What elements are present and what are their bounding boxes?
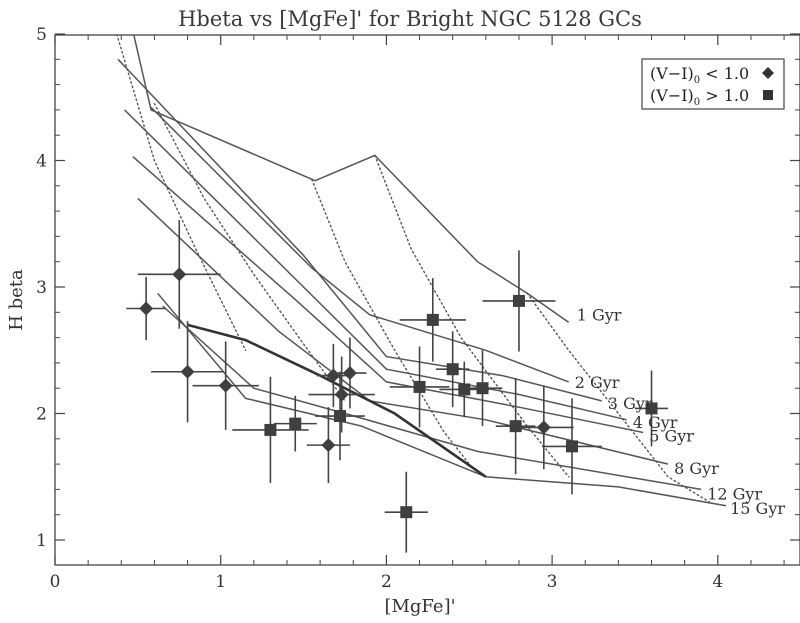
legend-entry-2: (V−I)0 > 1.0 <box>650 86 749 108</box>
diamond-marker <box>536 420 551 435</box>
isochrone-label-2: 2 Gyr <box>575 373 620 392</box>
isochrone-line-5 <box>132 156 644 434</box>
legend: (V−I)0 < 1.0(V−I)0 > 1.0 <box>641 58 785 110</box>
square-marker <box>334 410 347 423</box>
diamond-point-4 <box>192 341 259 430</box>
diamond-point-5 <box>306 407 350 484</box>
square-marker <box>565 440 578 453</box>
square-point-3 <box>315 371 365 461</box>
metallicity-line-5 <box>526 292 711 503</box>
square-point-12 <box>542 398 602 495</box>
diamond-point-9 <box>513 385 574 470</box>
isochrone-line-1 <box>133 35 570 324</box>
diamond-marker <box>326 368 341 383</box>
square-marker <box>645 402 658 415</box>
diamond-marker <box>172 267 187 282</box>
diamond-marker <box>334 387 349 402</box>
diamond-point-2 <box>137 219 221 329</box>
diamond-point-3 <box>151 321 225 423</box>
plot-area <box>116 35 727 553</box>
diamond-marker <box>218 378 233 393</box>
isochrone-label-7: 12 Gyr <box>707 484 762 503</box>
diamond-point-1 <box>126 276 167 341</box>
square-marker <box>476 382 489 395</box>
diamond-point-6 <box>316 343 350 408</box>
y-tick-label: 1 <box>36 531 47 551</box>
x-tick-label: 3 <box>547 572 558 592</box>
square-point-13 <box>634 370 669 447</box>
chart-title: Hbeta vs [MgFe]' for Bright NGC 5128 GCs <box>178 7 642 31</box>
square-marker <box>413 380 426 393</box>
metallicity-line-4 <box>374 154 570 478</box>
square-point-9 <box>462 350 503 427</box>
diamond-marker <box>139 301 154 316</box>
square-point-6 <box>399 278 466 362</box>
metallicity-line-3 <box>311 178 470 465</box>
square-marker <box>426 313 439 326</box>
isochrone-label-4: 4 Gyr <box>633 413 678 432</box>
y-tick-label: 5 <box>36 25 47 45</box>
square-marker <box>509 420 522 433</box>
square-marker <box>458 383 471 396</box>
square-marker <box>512 294 525 307</box>
legend-square-marker <box>763 90 773 100</box>
isochrone-label-8: 15 Gyr <box>730 499 785 518</box>
square-point-10 <box>495 378 536 475</box>
y-axis-label: H beta <box>6 269 27 331</box>
diamond-marker <box>342 366 357 381</box>
isochrone-line-3 <box>117 58 602 402</box>
plot-frame <box>54 34 800 566</box>
isochrone-label-5: 5 Gyr <box>649 427 694 446</box>
legend-entry-1: (V−I)0 < 1.0 <box>650 64 749 86</box>
legend-box <box>641 58 785 110</box>
square-point-11 <box>482 250 556 352</box>
isochrone-label-1: 1 Gyr <box>577 305 622 324</box>
square-point-1 <box>232 376 309 484</box>
isochrone-line-8 <box>157 292 727 507</box>
square-point-5 <box>389 346 450 428</box>
square-marker <box>400 506 413 519</box>
series-1 <box>126 219 574 484</box>
square-marker <box>264 423 277 436</box>
diamond-marker <box>321 438 336 453</box>
x-tick-label: 0 <box>50 572 61 592</box>
thick-model-line <box>187 323 487 478</box>
x-tick-label: 1 <box>215 572 226 592</box>
isochrone-line-6 <box>137 197 669 465</box>
axis-ticks: 0 1 2 3 4 1 2 3 4 5 <box>36 25 800 592</box>
square-marker <box>289 417 302 430</box>
metallicity-line-1 <box>116 35 247 351</box>
isochrone-label-3: 3 Gyr <box>608 394 653 413</box>
square-marker <box>446 363 459 376</box>
x-tick-label: 2 <box>381 572 392 592</box>
x-tick-label: 4 <box>712 572 723 592</box>
x-axis-label: [MgFe]' <box>384 596 455 617</box>
diamond-point-8 <box>333 337 367 409</box>
diamond-marker <box>180 364 195 379</box>
square-point-4 <box>384 471 428 553</box>
series-2 <box>232 250 669 553</box>
y-tick-label: 4 <box>36 152 47 172</box>
isochrone-line-2 <box>150 106 569 383</box>
isochrone-label-6: 8 Gyr <box>674 459 719 478</box>
y-tick-label: 3 <box>36 278 47 298</box>
legend-diamond-marker <box>762 67 774 79</box>
y-tick-label: 2 <box>36 405 47 425</box>
isochrone-line-4 <box>124 109 627 421</box>
square-point-2 <box>273 395 317 452</box>
metallicity-line-2 <box>153 102 346 402</box>
